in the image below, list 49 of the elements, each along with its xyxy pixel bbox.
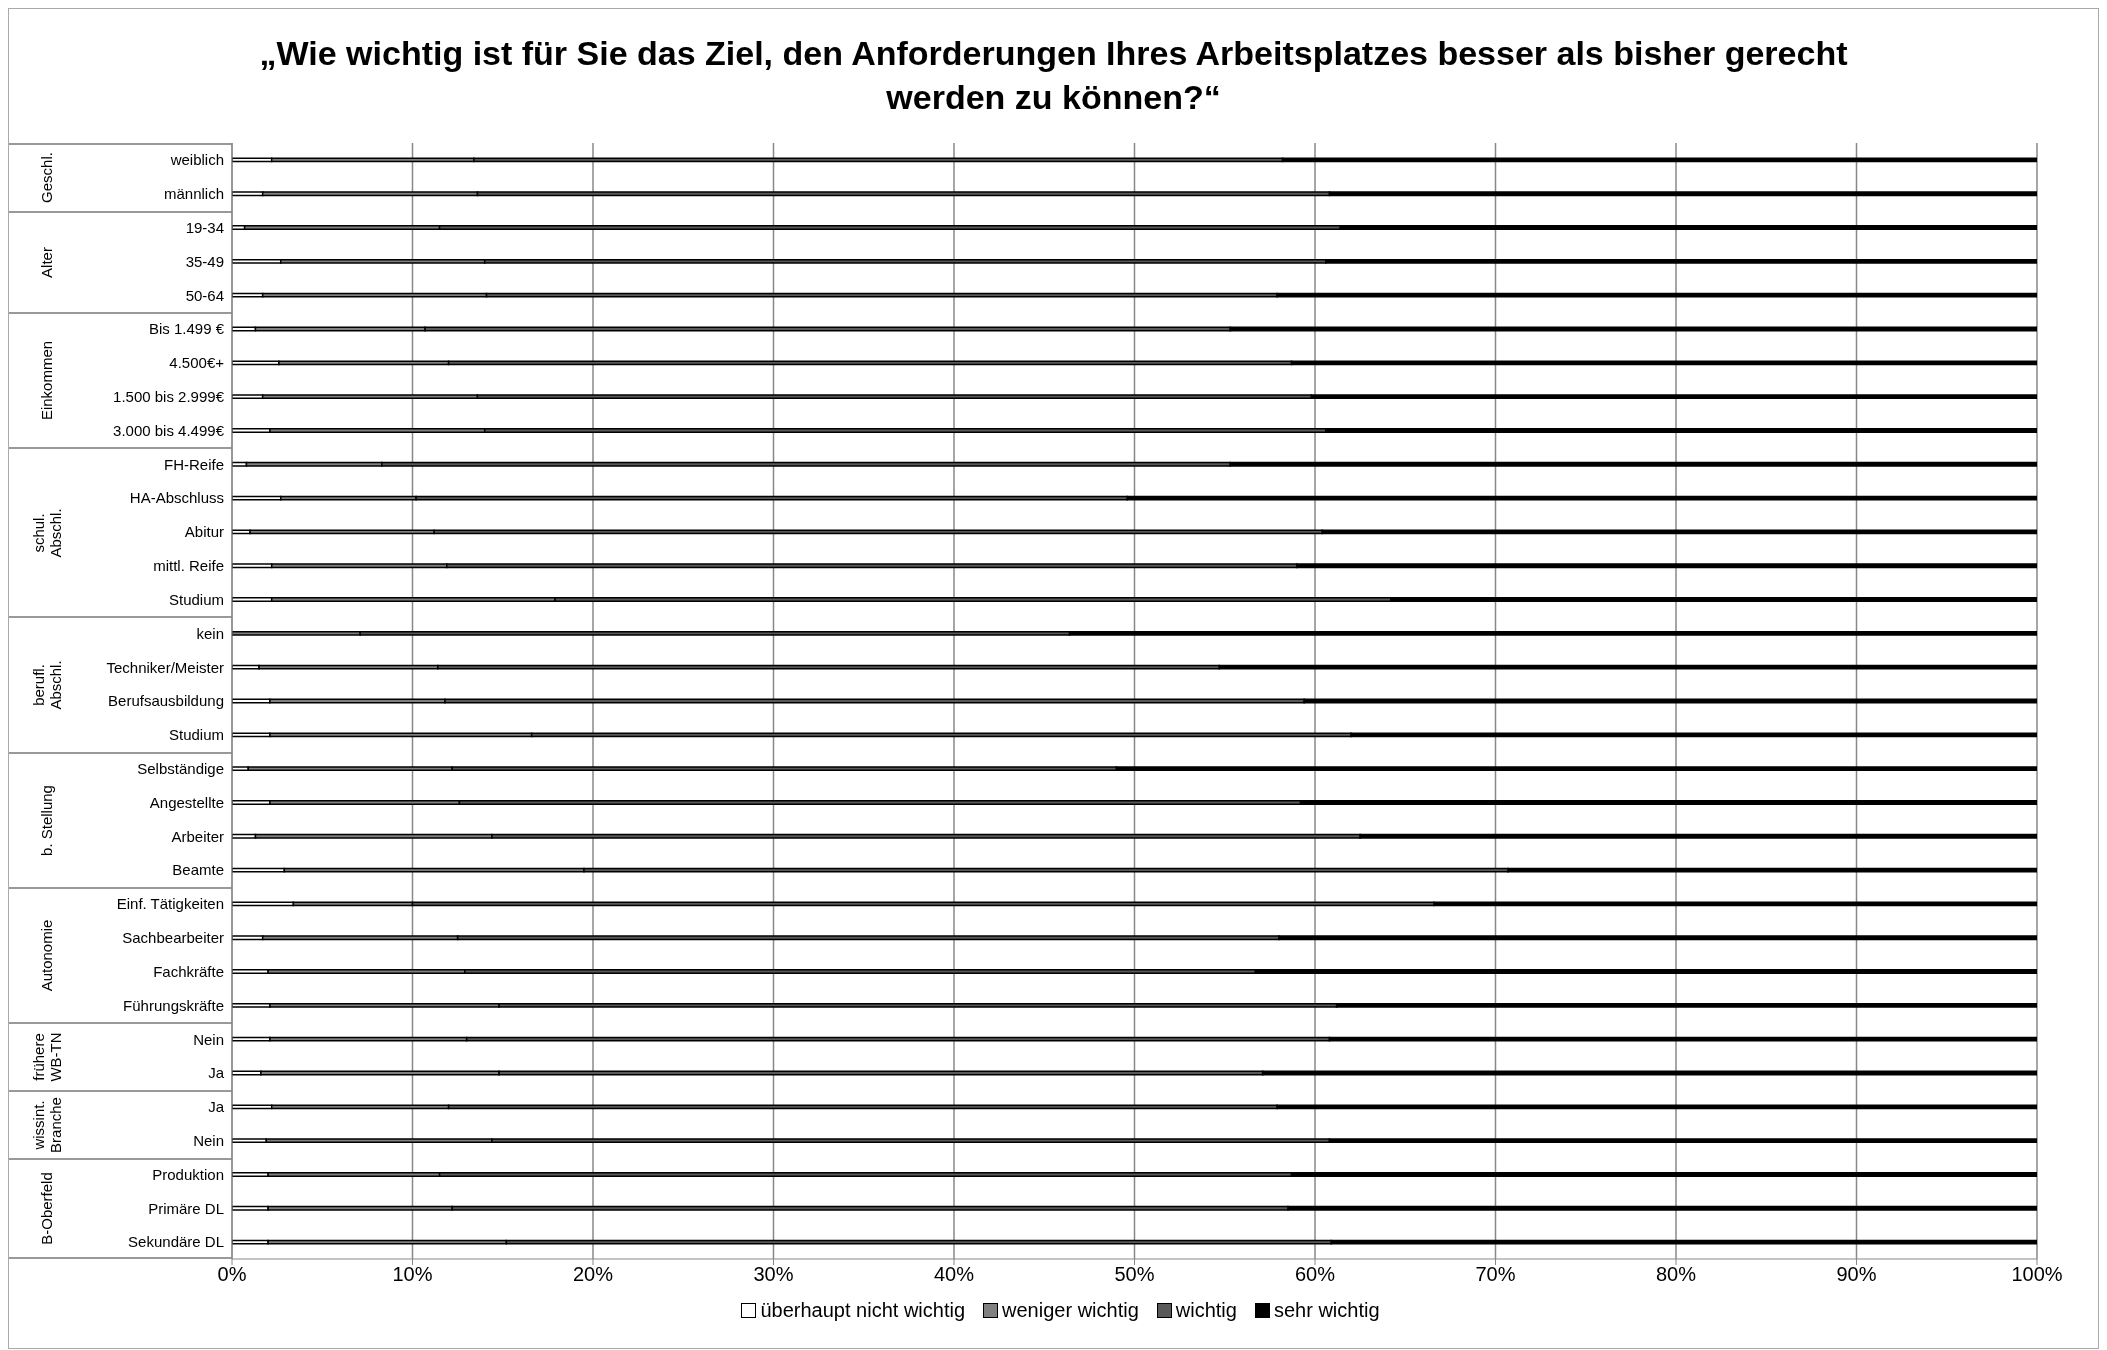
y-tick-label: FH-Reife	[163, 455, 224, 473]
y-tick-label: Beamte	[172, 861, 224, 879]
y-tick-label: Techniker/Meister	[106, 658, 224, 676]
y-tick-label: weiblich	[169, 151, 224, 169]
y-tick-label: Berufsausbildung	[108, 692, 224, 710]
y-tick-label: mittl. Reife	[153, 557, 224, 575]
y-tick-label: 50-64	[185, 286, 224, 304]
y-tick-label: männlich	[163, 185, 224, 203]
y-tick-label: Nein	[193, 1030, 224, 1048]
x-tick-label: 20%	[572, 1263, 614, 1286]
y-tick-label: kein	[196, 624, 224, 642]
x-tick-label: 30%	[753, 1263, 794, 1286]
x-tick-label: 80%	[1655, 1263, 1697, 1286]
legend-label: weniger wichtig	[1001, 1299, 1139, 1322]
y-tick-label: 19-34	[185, 218, 224, 236]
y-tick-label: 1.500 bis 2.999€	[113, 387, 225, 405]
y-tick-label: Nein	[193, 1131, 224, 1149]
x-tick-label: 10%	[392, 1263, 433, 1286]
y-tick-label: Abitur	[184, 523, 224, 541]
legend-label: wichtig	[1174, 1299, 1237, 1322]
legend-label: sehr wichtig	[1272, 1299, 1380, 1322]
chart-title: „Wie wichtig ist für Sie das Ziel, den Anforderungen Ihres Arbeitsplatzes besser als bisher gerecht werden zu können?“	[258, 33, 1849, 118]
y-tick-label: Angestellte	[149, 793, 224, 811]
x-tick-label: 100%	[2011, 1263, 2063, 1286]
y-tick-label: HA-Abschluss	[129, 489, 224, 507]
legend-label: überhaupt nicht wichtig	[759, 1299, 966, 1322]
y-tick-label: Einf. Tätigkeiten	[116, 895, 224, 913]
y-tick-label: Sekundäre DL	[128, 1233, 224, 1251]
y-tick-label: Arbeiter	[171, 827, 224, 845]
x-tick-label: 0%	[217, 1263, 247, 1286]
x-tick-label: 40%	[933, 1263, 975, 1286]
y-tick-label: Studium	[168, 726, 224, 744]
x-tick-label: 90%	[1836, 1263, 1877, 1286]
y-tick-label: 3.000 bis 4.499€	[113, 421, 225, 439]
x-tick-label: 70%	[1475, 1263, 1516, 1286]
x-tick-label: 60%	[1294, 1263, 1336, 1286]
y-tick-label: 4.500€+	[169, 354, 225, 372]
y-tick-label: Fachkräfte	[153, 962, 224, 980]
y-tick-label: Ja	[208, 1064, 225, 1082]
y-tick-label: Selbständige	[137, 759, 224, 777]
y-tick-label: Bis 1.499 €	[148, 320, 225, 338]
y-tick-label: Primäre DL	[148, 1199, 224, 1217]
y-tick-label: Produktion	[152, 1165, 224, 1183]
y-tick-label: Sachbearbeiter	[122, 929, 224, 947]
y-tick-label: Studium	[168, 590, 224, 608]
y-tick-label: Ja	[208, 1098, 225, 1116]
x-tick-label: 50%	[1114, 1263, 1155, 1286]
y-tick-label: Führungskräfte	[123, 996, 224, 1014]
y-tick-label: 35-49	[185, 252, 224, 270]
